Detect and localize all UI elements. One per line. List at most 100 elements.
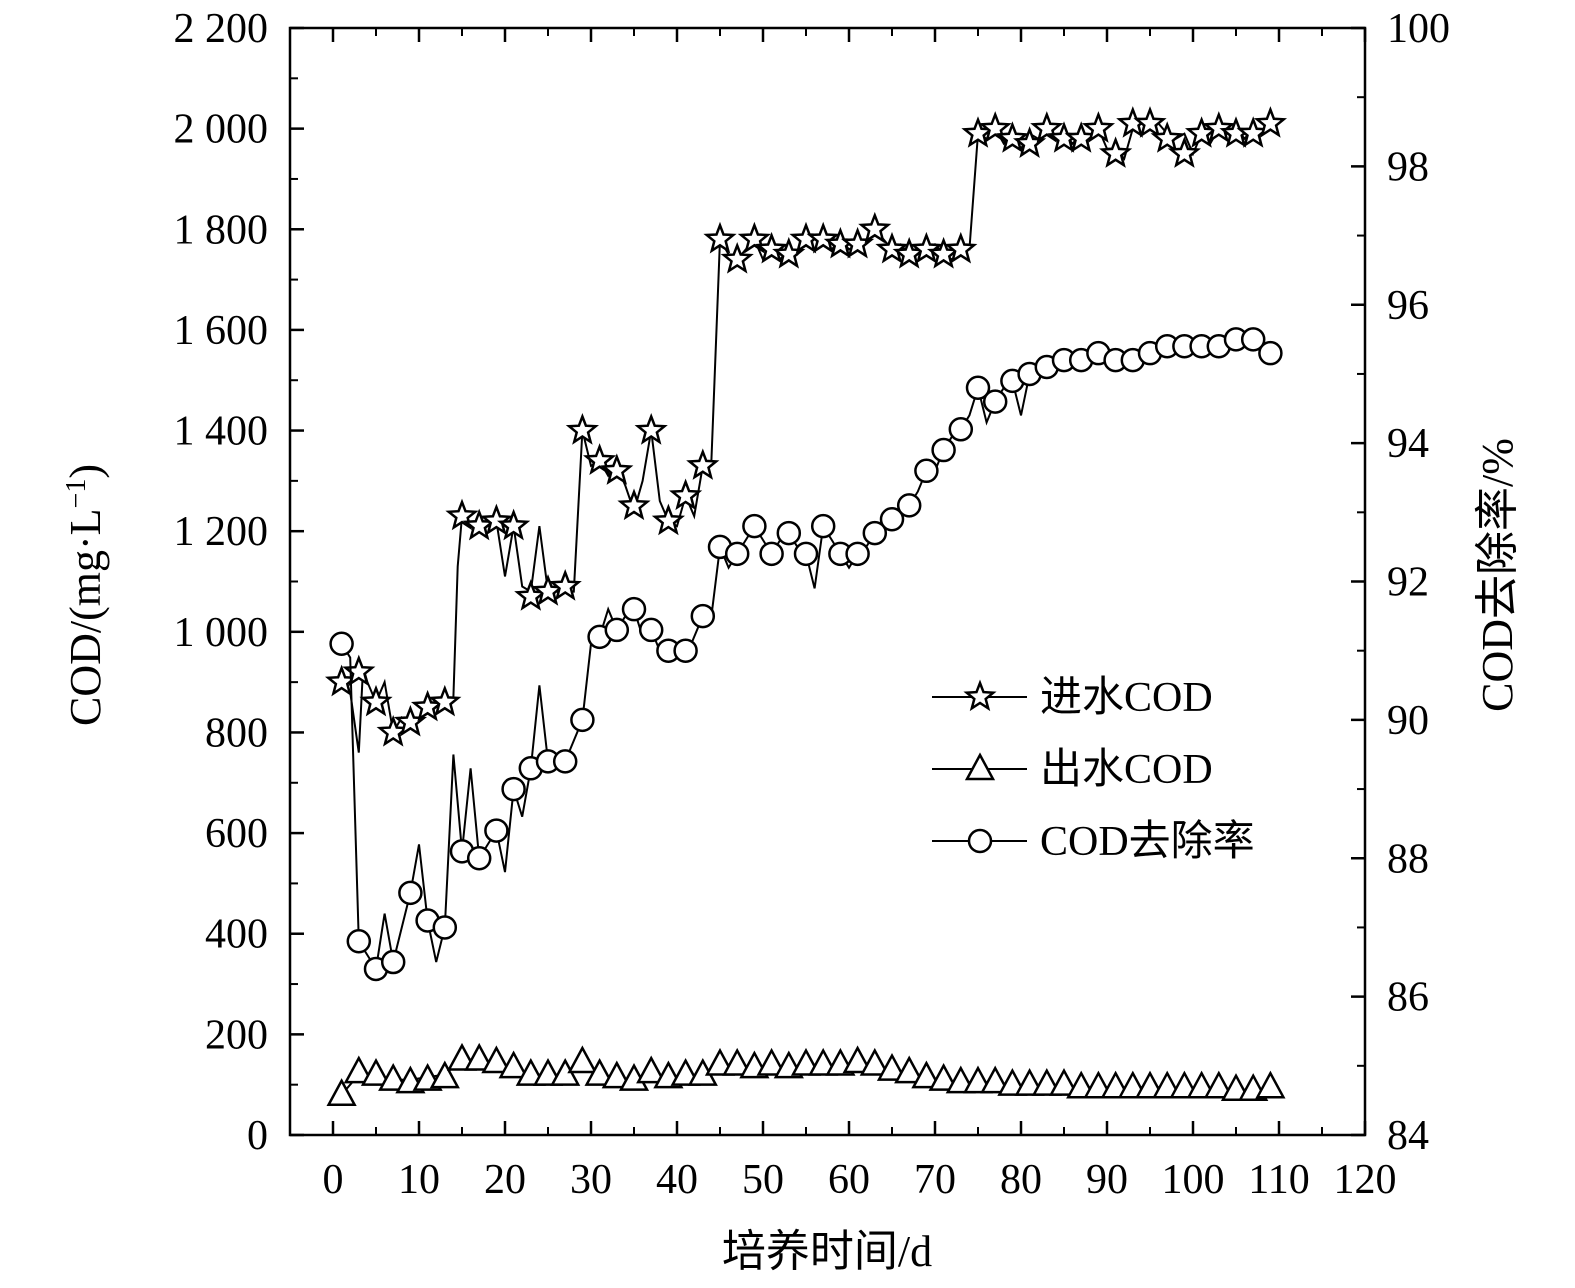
effluent-cod-point <box>326 1078 357 1106</box>
removal-rate-point <box>793 541 819 567</box>
effluent-cod-point <box>378 1063 409 1091</box>
effluent-cod-point <box>859 1047 890 1076</box>
removal-rate-point <box>742 513 767 539</box>
removal-rate-line <box>340 338 1272 972</box>
effluent-cod-point <box>722 1047 753 1076</box>
effluent-cod-point <box>567 1045 598 1074</box>
legend-item-removal-rate: COD去除率 <box>932 818 1255 865</box>
y-left-tick-label: 1 200 <box>174 509 269 555</box>
y-left-tick-label: 0 <box>247 1113 268 1159</box>
inflow-cod-point <box>978 111 1012 143</box>
effluent-cod-point <box>601 1060 632 1089</box>
inflow-cod-point <box>686 448 720 480</box>
legend: 进水COD 出水COD COD去除率 <box>932 675 1255 865</box>
right-y-axis: 84 86 88 90 92 94 96 98 100 <box>1351 6 1450 1159</box>
removal-rate-point <box>879 506 905 532</box>
removal-rate-point <box>604 617 630 643</box>
inflow-cod-point <box>1253 106 1288 138</box>
effluent-cod-point <box>1203 1070 1234 1099</box>
inflow-cod-point <box>634 412 668 445</box>
x-tick-label: 40 <box>656 1157 698 1203</box>
removal-rate-point <box>398 880 423 906</box>
y-left-tick-label: 1 400 <box>174 409 269 455</box>
x-tick-label: 70 <box>914 1157 956 1203</box>
left-y-axis-title-sup: −1 <box>61 479 92 509</box>
inflow-cod-point <box>737 221 772 254</box>
legend-label: 进水COD <box>1040 675 1213 721</box>
x-axis-title: 培养时间/d <box>722 1227 932 1276</box>
inflow-cod-point <box>858 211 892 244</box>
effluent-cod-point <box>360 1057 392 1086</box>
inflow-cod-point <box>703 221 737 254</box>
inflow-cod-point <box>944 231 978 264</box>
y-left-tick-label: 2 200 <box>174 6 269 52</box>
removal-rate-point <box>673 638 698 663</box>
effluent-cod-point <box>928 1063 959 1091</box>
removal-rate-point <box>690 603 716 629</box>
inflow-cod-point <box>1030 111 1064 143</box>
effluent-cod-point <box>980 1065 1011 1094</box>
removal-rate-point <box>466 846 492 871</box>
y-right-tick-label: 84 <box>1387 1113 1429 1159</box>
y-left-tick-label: 1 000 <box>174 610 269 656</box>
removal-rate-point <box>810 513 836 539</box>
inflow-cod-point <box>806 221 840 254</box>
y-right-tick-label: 94 <box>1387 421 1429 467</box>
effluent-cod-point <box>911 1060 942 1089</box>
y-right-tick-label: 100 <box>1387 6 1450 52</box>
effluent-cod-point <box>636 1055 667 1084</box>
removal-rate-point <box>570 707 595 733</box>
effluent-cod-point <box>1048 1068 1080 1096</box>
effluent-cod-point <box>894 1055 925 1084</box>
effluent-cod-point <box>429 1060 460 1089</box>
effluent-cod-point <box>498 1050 529 1079</box>
right-y-axis-title: COD去除率/% <box>1473 438 1522 712</box>
removal-rate-point <box>914 458 939 484</box>
removal-rate-point <box>501 776 526 802</box>
inflow-cod-point <box>565 412 600 445</box>
legend-item-effluent-cod: 出水COD <box>932 747 1213 793</box>
removal-rate-point <box>484 818 509 843</box>
inflow-cod-point <box>496 508 531 541</box>
inflow-cod-point <box>909 231 943 264</box>
x-tick-label: 110 <box>1248 1157 1309 1203</box>
removal-rate-point <box>862 520 888 546</box>
legend-marker <box>963 679 997 712</box>
left-y-axis: 0 200 400 600 800 1 000 1 200 1 400 1 600 1 800 2 … <box>174 6 304 1159</box>
x-tick-label: 50 <box>742 1157 784 1203</box>
inflow-cod-point <box>668 478 703 511</box>
removal-rate-point <box>621 596 647 622</box>
legend-label: COD去除率 <box>1040 818 1255 865</box>
removal-rate-point <box>638 617 664 643</box>
removal-rate-point <box>982 389 1008 414</box>
y-right-tick-label: 98 <box>1387 144 1429 190</box>
x-tick-label: 100 <box>1162 1157 1225 1203</box>
legend-item-inflow-cod: 进水COD <box>932 675 1213 721</box>
x-tick-label: 10 <box>398 1157 440 1203</box>
removal-rate-point <box>552 749 578 774</box>
removal-rate-point <box>346 929 372 954</box>
removal-rate-point <box>931 437 956 463</box>
removal-rate-point <box>1240 327 1266 352</box>
legend-marker <box>967 828 993 854</box>
y-right-tick-label: 96 <box>1387 283 1429 329</box>
y-right-tick-label: 88 <box>1387 836 1429 882</box>
removal-rate-point <box>380 949 406 975</box>
left-y-axis-title-main: COD/(mg·L <box>61 508 110 726</box>
inflow-cod-point <box>755 231 789 264</box>
inflow-cod-point <box>1202 111 1236 143</box>
left-y-axis-title-close: ) <box>61 464 110 479</box>
inflow-cod-point <box>1133 106 1167 138</box>
plot-frame <box>288 26 1367 1137</box>
effluent-cod-point <box>481 1045 512 1074</box>
inflow-cod-point <box>875 231 909 264</box>
inflow-cod-point <box>445 498 479 531</box>
inflow-cod-point <box>1098 136 1133 168</box>
y-left-tick-label: 400 <box>205 912 268 958</box>
legend-label: 出水COD <box>1040 747 1213 793</box>
y-right-tick-label: 92 <box>1387 560 1429 606</box>
inflow-cod-point <box>651 503 686 536</box>
removal-rate-point <box>948 417 974 442</box>
effluent-cod-point <box>584 1057 615 1086</box>
